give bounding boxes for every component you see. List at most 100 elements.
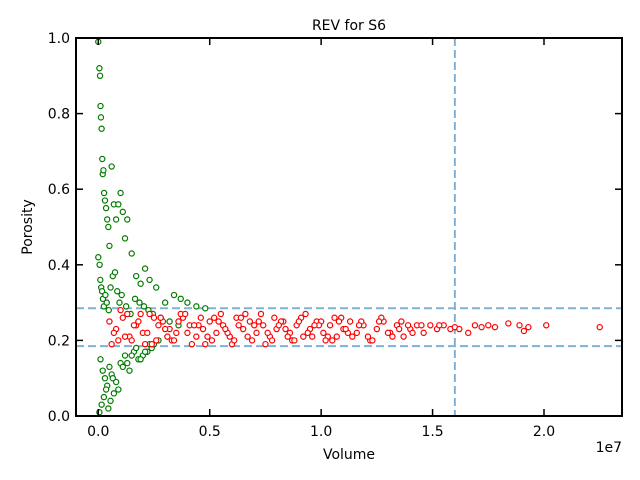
data-point	[98, 125, 105, 132]
data-point	[389, 333, 396, 340]
data-point	[102, 204, 110, 212]
data-point	[596, 323, 603, 331]
data-point	[184, 299, 191, 306]
data-point	[95, 254, 102, 261]
y-tick-label: 0.0	[48, 409, 70, 425]
data-point	[262, 340, 269, 348]
data-point	[130, 322, 138, 329]
data-point	[525, 323, 532, 331]
y-tick-label: 0.6	[48, 182, 70, 198]
data-point	[126, 367, 133, 374]
data-point	[102, 291, 109, 299]
data-point	[246, 318, 254, 325]
data-point	[395, 325, 403, 333]
data-point	[329, 337, 336, 344]
data-point	[404, 322, 412, 329]
data-point	[166, 318, 173, 325]
x-tick-label: 2.0	[533, 424, 555, 440]
y-tick-label: 0.2	[48, 333, 70, 349]
data-point	[177, 295, 184, 303]
data-point	[128, 352, 135, 359]
y-axis-title: Porosity	[20, 199, 36, 254]
data-point	[144, 329, 151, 337]
data-point	[135, 318, 142, 325]
y-tick-label: 0.4	[48, 258, 70, 274]
data-point	[96, 261, 103, 268]
data-point	[96, 65, 103, 72]
data-point	[295, 318, 303, 325]
data-point	[505, 320, 512, 327]
data-point	[181, 310, 189, 318]
data-point	[282, 325, 289, 333]
data-point	[124, 359, 131, 367]
data-point	[98, 288, 106, 295]
data-point	[520, 327, 528, 335]
data-point	[100, 393, 108, 401]
data-point	[99, 367, 106, 374]
data-point	[153, 337, 160, 344]
data-point	[140, 303, 148, 310]
data-point	[100, 189, 108, 197]
chart-title: REV for S6	[312, 18, 386, 34]
data-point	[115, 337, 122, 344]
x-tick-label: 0.0	[87, 424, 109, 440]
axis-ticks: 0.0 0.5 1.0 1.5 2.0 0.0 0.2 0.4 0.6 0.8 1.0	[48, 31, 622, 440]
plot-frame	[75, 37, 623, 417]
data-point	[106, 242, 113, 250]
data-point	[427, 322, 434, 329]
data-point	[157, 314, 164, 321]
data-point	[97, 114, 105, 121]
data-point	[101, 375, 109, 382]
data-point	[119, 314, 127, 321]
data-point	[215, 318, 222, 325]
data-point	[105, 405, 112, 412]
data-point	[335, 318, 343, 325]
data-point	[465, 329, 472, 337]
data-point	[342, 325, 349, 333]
data-point	[353, 329, 360, 337]
data-point	[141, 348, 149, 355]
data-point	[173, 329, 180, 337]
data-point	[244, 333, 251, 340]
data-point	[237, 314, 245, 321]
data-point	[109, 375, 116, 382]
data-point	[128, 250, 135, 257]
data-point	[150, 314, 158, 321]
data-point	[235, 322, 242, 329]
data-point	[284, 333, 291, 340]
data-point	[420, 329, 427, 337]
data-point	[231, 337, 238, 344]
data-point	[193, 333, 200, 340]
data-point	[137, 356, 144, 363]
data-point	[188, 340, 196, 348]
data-point	[118, 291, 125, 299]
data-point	[100, 167, 107, 174]
reference-lines	[76, 38, 622, 416]
data-point	[202, 305, 209, 312]
data-point	[300, 333, 307, 340]
data-point	[115, 201, 122, 208]
data-point	[112, 378, 120, 386]
data-point	[121, 333, 129, 340]
data-point	[309, 333, 316, 340]
data-point	[148, 340, 155, 348]
data-point	[101, 197, 109, 204]
data-point	[456, 325, 463, 333]
data-point	[302, 310, 309, 318]
x-offset-label: 1e7	[596, 440, 622, 456]
data-point	[105, 306, 112, 314]
data-point	[117, 189, 124, 197]
data-point	[132, 272, 140, 280]
data-point	[115, 386, 122, 393]
data-point	[105, 223, 112, 231]
data-point	[141, 265, 149, 272]
data-point	[373, 325, 381, 333]
data-point	[137, 280, 144, 287]
x-tick-label: 0.5	[199, 424, 221, 440]
data-point	[253, 329, 260, 337]
data-point	[436, 322, 443, 329]
data-point	[364, 333, 372, 340]
data-point	[153, 284, 160, 291]
